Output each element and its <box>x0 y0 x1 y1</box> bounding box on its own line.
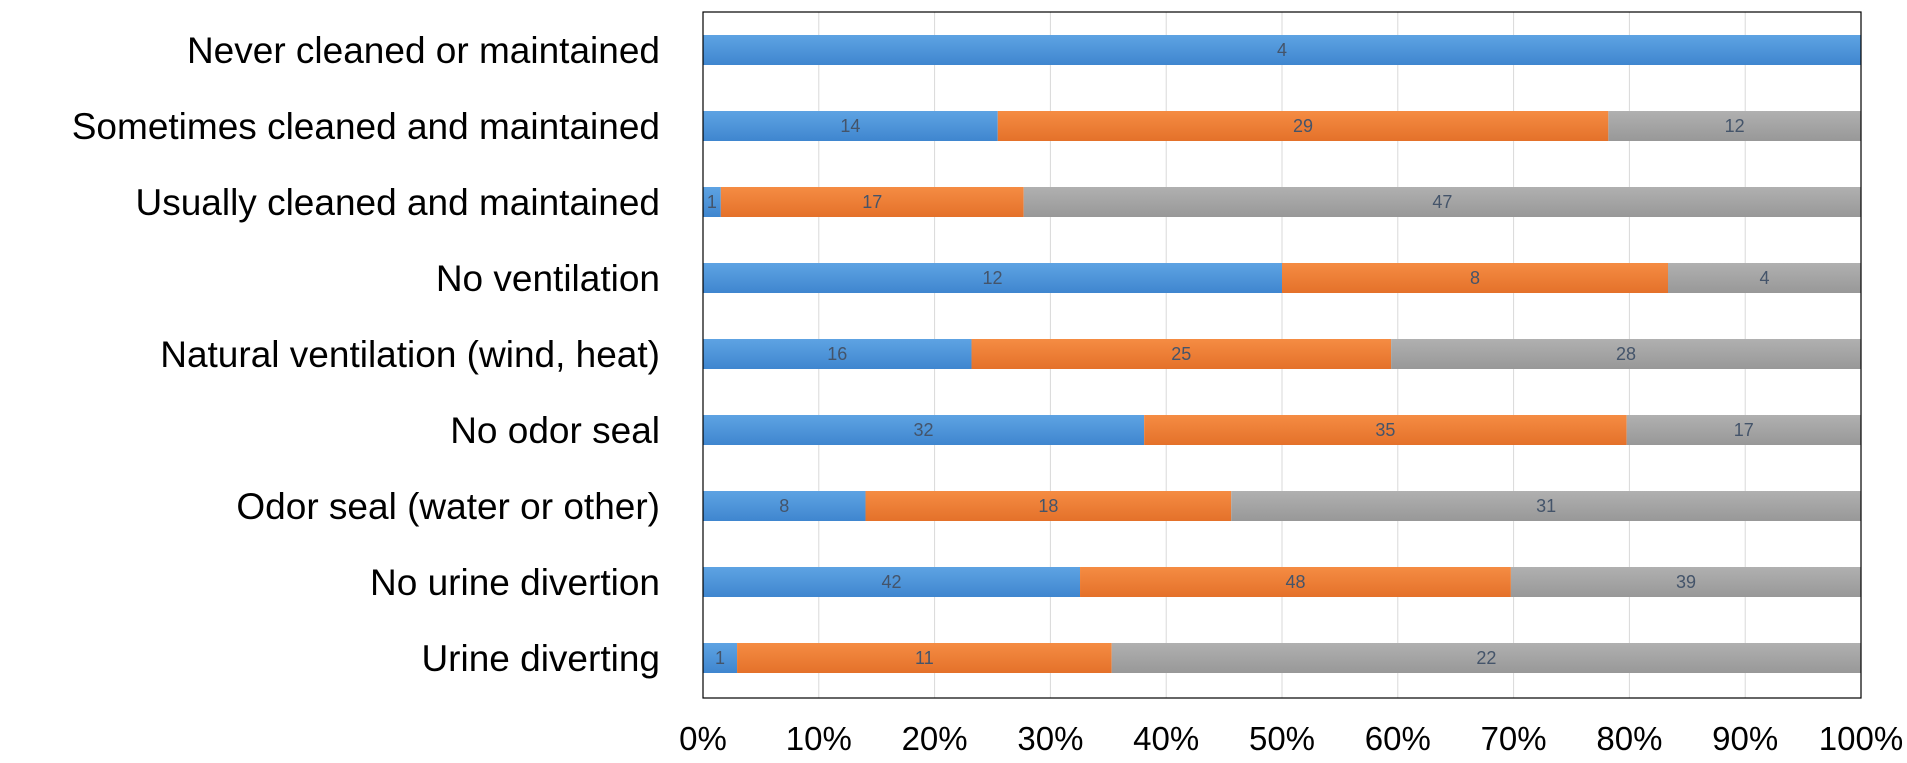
bar-segment <box>1023 187 1861 217</box>
category-label: Urine diverting <box>421 638 660 679</box>
data-label: 8 <box>779 496 789 516</box>
x-tick-label: 90% <box>1712 720 1778 757</box>
bar-segment <box>737 643 1112 673</box>
x-tick-label: 80% <box>1596 720 1662 757</box>
data-label: 12 <box>1725 116 1745 136</box>
category-label: No odor seal <box>450 410 660 451</box>
bar-segment <box>703 35 1861 65</box>
data-label: 48 <box>1285 572 1305 592</box>
bar-segment <box>703 567 1081 597</box>
data-label: 17 <box>1734 420 1754 440</box>
data-label: 4 <box>1277 40 1287 60</box>
bar-segment <box>703 111 998 141</box>
x-tick-label: 50% <box>1249 720 1315 757</box>
bar-segment <box>1231 491 1861 521</box>
data-label: 8 <box>1470 268 1480 288</box>
data-label: 12 <box>982 268 1002 288</box>
data-label: 18 <box>1038 496 1058 516</box>
bar-segment <box>1626 415 1861 445</box>
category-label: Natural ventilation (wind, heat) <box>160 334 660 375</box>
bar-segment <box>1111 643 1861 673</box>
data-label: 16 <box>827 344 847 364</box>
bar-segment <box>703 339 972 369</box>
data-label: 28 <box>1616 344 1636 364</box>
bar-segment <box>703 187 721 217</box>
bar-segment <box>703 491 866 521</box>
category-labels: Never cleaned or maintained Sometimes cle… <box>72 30 660 679</box>
x-tick-label: 0% <box>679 720 727 757</box>
x-tick-label: 20% <box>902 720 968 757</box>
category-label: Odor seal (water or other) <box>236 486 660 527</box>
x-tick-label: 30% <box>1017 720 1083 757</box>
plot-border <box>702 11 1862 699</box>
category-label: Never cleaned or maintained <box>187 30 660 71</box>
bar-segment <box>1608 111 1861 141</box>
bar-segment <box>1391 339 1861 369</box>
bar-segment <box>1144 415 1627 445</box>
x-tick-label: 100% <box>1819 720 1903 757</box>
data-label: 35 <box>1375 420 1395 440</box>
data-label: 1 <box>707 192 717 212</box>
data-label: 29 <box>1293 116 1313 136</box>
x-tick-label: 70% <box>1481 720 1547 757</box>
data-label: 11 <box>915 648 934 668</box>
bar-segment <box>1668 263 1861 293</box>
x-tick-label: 60% <box>1365 720 1431 757</box>
data-label: 39 <box>1676 572 1696 592</box>
bar-segment <box>703 263 1282 293</box>
data-label: 47 <box>1432 192 1452 212</box>
data-label: 1 <box>715 648 725 668</box>
x-tick-labels: 0% 10% 20% 30% 40% 50% 60% 70% 80% 90% 100% <box>679 720 1903 757</box>
bar-segment <box>720 187 1024 217</box>
bar-segment <box>1282 263 1668 293</box>
category-label: Usually cleaned and maintained <box>135 182 660 223</box>
data-label: 17 <box>862 192 882 212</box>
bars <box>703 35 1861 673</box>
bar-segment <box>703 643 738 673</box>
data-label: 25 <box>1171 344 1191 364</box>
x-tick-label: 10% <box>786 720 852 757</box>
data-label: 32 <box>914 420 934 440</box>
data-label: 14 <box>840 116 860 136</box>
bar-segment <box>703 415 1145 445</box>
bar-segment <box>865 491 1232 521</box>
data-label: 22 <box>1476 648 1496 668</box>
data-labels: 4 14 29 12 1 17 47 12 8 4 16 25 28 32 35 17 8 18 31 42 48 39 1… <box>707 40 1770 668</box>
category-label: Sometimes cleaned and maintained <box>72 106 660 147</box>
data-label: 42 <box>881 572 901 592</box>
data-label: 31 <box>1536 496 1556 516</box>
bar-segment <box>1080 567 1511 597</box>
bar-segment <box>997 111 1609 141</box>
x-tick-label: 40% <box>1133 720 1199 757</box>
category-label: No urine divertion <box>370 562 660 603</box>
category-label: No ventilation <box>436 258 660 299</box>
data-label: 4 <box>1759 268 1769 288</box>
bar-segment <box>971 339 1392 369</box>
bar-segment <box>1510 567 1861 597</box>
plot-frame <box>702 11 1862 699</box>
